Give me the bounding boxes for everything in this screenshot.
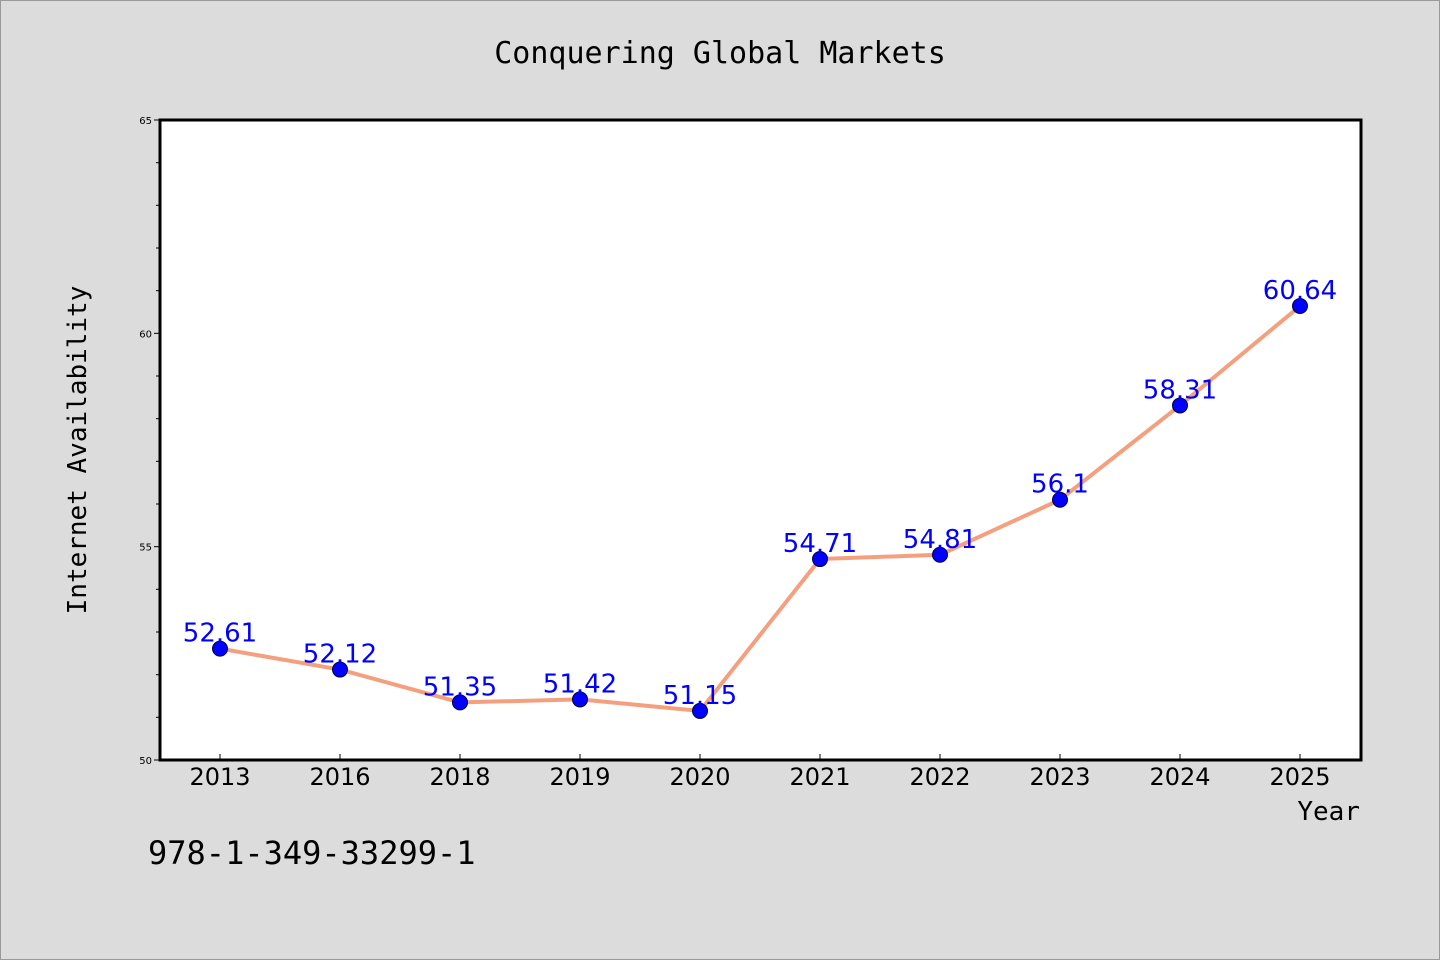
- x-tick-label: 2013: [189, 763, 250, 791]
- isbn-text: 978-1-349-33299-1: [148, 834, 476, 872]
- data-point-marker: [332, 661, 348, 678]
- plot-area: [158, 118, 1363, 762]
- y-tick-label: 50: [139, 756, 152, 767]
- x-tick-label: 2016: [309, 763, 370, 791]
- series-layer: [212, 298, 1308, 719]
- x-tick-label: 2022: [909, 763, 970, 791]
- data-label: 51.42: [543, 669, 617, 699]
- data-label: 54.81: [903, 525, 977, 555]
- y-axis: 50 55 60 65: [139, 116, 160, 767]
- data-label: 56.1: [1031, 470, 1089, 500]
- y-tick-label: 55: [139, 543, 152, 554]
- data-label: 51.15: [663, 681, 737, 711]
- series-line: [218, 304, 1302, 713]
- x-tick-label: 2025: [1269, 763, 1330, 791]
- x-tick-label: 2019: [549, 763, 610, 791]
- data-point-marker: [1292, 298, 1308, 315]
- data-label: 54.71: [783, 529, 857, 559]
- data-label: 52.61: [183, 619, 257, 649]
- y-tick-label: 65: [139, 116, 152, 127]
- y-tick-label: 60: [139, 329, 152, 340]
- chart-title: Conquering Global Markets: [494, 36, 946, 71]
- x-axis: 2013 2016 2018 2019 2020 2021 2022 2023 2024 2025: [189, 754, 1331, 791]
- y-axis-title: Internet Availability: [63, 286, 93, 615]
- data-label: 60.64: [1263, 276, 1337, 306]
- x-tick-label: 2020: [669, 763, 730, 791]
- x-tick-label: 2023: [1029, 763, 1090, 791]
- data-label: 58.31: [1143, 375, 1217, 405]
- data-point-marker: [452, 694, 468, 711]
- data-point-marker: [212, 640, 228, 657]
- data-label: 51.35: [423, 672, 497, 702]
- data-labels-layer: 52.61 52.12 51.35 51.42 51.15 54.71 54.81 56.1 5…: [183, 276, 1337, 711]
- data-label: 52.12: [303, 640, 377, 670]
- data-point-marker: [932, 546, 948, 563]
- data-point-marker: [572, 691, 588, 708]
- data-point-marker: [1052, 491, 1068, 508]
- data-point-marker: [812, 551, 828, 568]
- x-axis-title: Year: [1297, 797, 1360, 827]
- data-point-marker: [1172, 397, 1188, 414]
- x-tick-label: 2021: [789, 763, 850, 791]
- x-tick-label: 2018: [429, 763, 490, 791]
- x-tick-label: 2024: [1149, 763, 1210, 791]
- data-point-marker: [692, 702, 708, 719]
